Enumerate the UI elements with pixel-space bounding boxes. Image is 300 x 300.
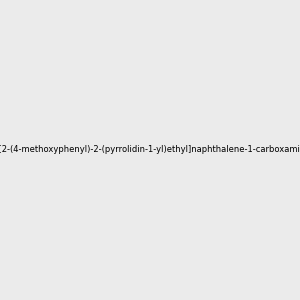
Text: N-[2-(4-methoxyphenyl)-2-(pyrrolidin-1-yl)ethyl]naphthalene-1-carboxamide: N-[2-(4-methoxyphenyl)-2-(pyrrolidin-1-y… xyxy=(0,146,300,154)
